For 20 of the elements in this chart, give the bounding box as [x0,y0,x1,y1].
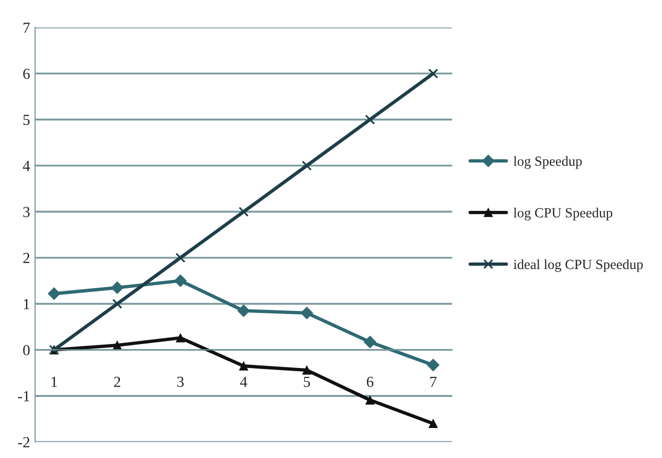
x-tick-label: 5 [304,376,310,387]
y-tick-label: 3 [23,206,30,218]
legend-label: ideal log CPU Speedup [514,259,643,272]
legend-label: log Speedup [514,156,582,169]
y-tick-label: 4 [22,160,30,171]
y-tick-label: 1 [24,299,30,310]
y-tick-label: 7 [24,22,30,33]
x-tick-label: 3 [177,376,184,387]
x-tick-label: 2 [114,376,120,387]
y-tick-label: 0 [23,345,30,356]
legend-label: log CPU Speedup [514,208,612,220]
y-tick-label: 6 [23,68,30,79]
x-tick-label: 1 [52,376,57,387]
y-tick-label: -2 [18,437,30,448]
y-tick-label: -1 [18,391,30,402]
x-tick-label: 4 [240,376,248,387]
x-tick-label: 7 [430,376,437,387]
y-tick-label: 5 [23,114,30,126]
x-tick-label: 6 [366,376,374,387]
y-tick-label: 2 [23,252,30,264]
